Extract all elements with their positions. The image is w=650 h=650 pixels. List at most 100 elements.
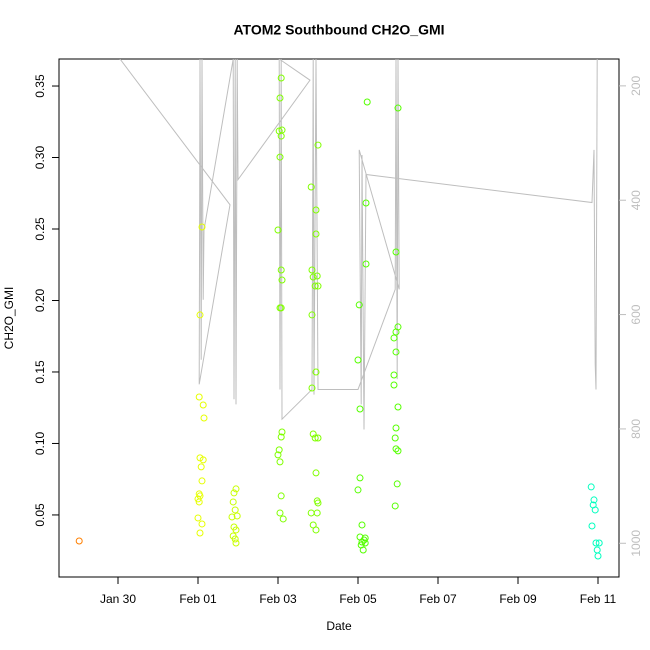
point bbox=[390, 381, 398, 389]
point bbox=[198, 477, 206, 485]
point bbox=[393, 480, 401, 488]
point bbox=[308, 311, 316, 319]
point bbox=[276, 509, 284, 517]
point bbox=[361, 534, 369, 542]
point bbox=[229, 498, 237, 506]
point bbox=[307, 183, 315, 191]
y-tick-label: 0.05 bbox=[33, 503, 47, 527]
point bbox=[276, 458, 284, 466]
point bbox=[354, 486, 362, 494]
y2-tick-label: 200 bbox=[629, 76, 643, 96]
point bbox=[232, 539, 240, 547]
point bbox=[392, 328, 400, 336]
point bbox=[308, 266, 316, 274]
point bbox=[75, 537, 83, 545]
point bbox=[276, 94, 284, 102]
chart-title: ATOM2 Southbound CH2O_GMI bbox=[233, 22, 444, 38]
y2-tick-label: 400 bbox=[629, 190, 643, 210]
point bbox=[198, 223, 206, 231]
x-tick-label: Feb 05 bbox=[339, 592, 377, 606]
y-tick-label: 0.30 bbox=[33, 146, 47, 170]
y2-tick-label: 600 bbox=[629, 304, 643, 324]
point bbox=[394, 403, 402, 411]
point bbox=[391, 434, 399, 442]
x-tick-label: Feb 03 bbox=[259, 592, 297, 606]
point bbox=[311, 434, 319, 442]
point bbox=[356, 405, 364, 413]
point bbox=[588, 522, 596, 530]
point bbox=[232, 526, 240, 534]
point bbox=[199, 401, 207, 409]
point bbox=[228, 513, 236, 521]
point bbox=[311, 282, 319, 290]
y-axis-label: CH2O_GMI bbox=[2, 287, 16, 350]
point bbox=[313, 509, 321, 517]
point bbox=[277, 304, 285, 312]
plot-frame bbox=[58, 58, 620, 578]
point bbox=[199, 456, 207, 464]
point bbox=[363, 98, 371, 106]
point bbox=[592, 539, 600, 547]
point bbox=[195, 498, 203, 506]
point bbox=[392, 445, 400, 453]
point bbox=[590, 496, 598, 504]
point bbox=[394, 447, 402, 455]
point bbox=[232, 485, 240, 493]
point bbox=[392, 348, 400, 356]
point bbox=[277, 433, 285, 441]
point bbox=[391, 502, 399, 510]
point bbox=[595, 539, 603, 547]
point bbox=[233, 512, 241, 520]
plot-area bbox=[75, 59, 603, 560]
point bbox=[362, 260, 370, 268]
y-tick-label: 0.35 bbox=[33, 74, 47, 98]
point bbox=[354, 356, 362, 364]
point bbox=[314, 141, 322, 149]
point bbox=[312, 368, 320, 376]
point bbox=[231, 535, 239, 543]
point bbox=[314, 282, 322, 290]
point bbox=[274, 451, 282, 459]
y2-tick-label: 800 bbox=[629, 419, 643, 439]
point bbox=[358, 521, 366, 529]
point bbox=[277, 132, 285, 140]
point bbox=[390, 334, 398, 342]
x-tick-label: Feb 09 bbox=[499, 592, 537, 606]
point bbox=[278, 428, 286, 436]
point bbox=[362, 199, 370, 207]
point bbox=[355, 301, 363, 309]
point bbox=[231, 506, 239, 514]
point bbox=[313, 272, 321, 280]
point bbox=[361, 539, 369, 547]
point bbox=[314, 499, 322, 507]
point bbox=[309, 430, 317, 438]
point bbox=[307, 509, 315, 517]
point bbox=[312, 526, 320, 534]
point bbox=[587, 483, 595, 491]
y-tick-label: 0.15 bbox=[33, 360, 47, 384]
point bbox=[277, 74, 285, 82]
line-series bbox=[119, 59, 598, 430]
point bbox=[276, 153, 284, 161]
point bbox=[392, 424, 400, 432]
point bbox=[277, 266, 285, 274]
point bbox=[392, 248, 400, 256]
point bbox=[308, 384, 316, 392]
point bbox=[394, 104, 402, 112]
y2-tick-label: 1000 bbox=[629, 530, 643, 557]
point bbox=[195, 393, 203, 401]
point bbox=[314, 434, 322, 442]
y-tick-label: 0.20 bbox=[33, 288, 47, 312]
x-tick-label: Feb 01 bbox=[179, 592, 217, 606]
point bbox=[594, 552, 602, 560]
point bbox=[278, 276, 286, 284]
point bbox=[200, 414, 208, 422]
y-tick-label: 0.25 bbox=[33, 217, 47, 241]
point bbox=[309, 273, 317, 281]
point bbox=[274, 226, 282, 234]
point bbox=[194, 514, 202, 522]
point bbox=[356, 474, 364, 482]
point bbox=[593, 546, 601, 554]
